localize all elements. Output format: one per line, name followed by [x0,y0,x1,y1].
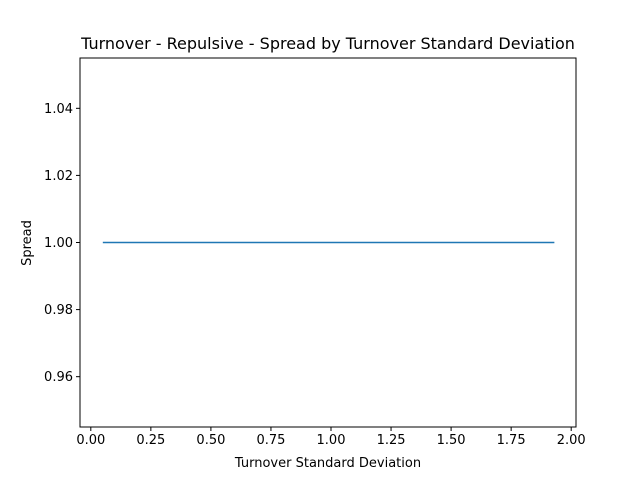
x-tick-label: 2.00 [557,433,586,448]
y-tick-label: 0.96 [44,370,73,385]
y-axis-label: Spread [20,220,35,266]
y-tick-label: 1.04 [44,102,73,117]
x-tick-label: 0.25 [136,433,165,448]
x-tick-label: 0.50 [196,433,225,448]
x-tick-label: 1.00 [317,433,346,448]
x-axis-label: Turnover Standard Deviation [234,456,421,471]
x-tick-label: 1.50 [437,433,466,448]
y-tick-label: 0.98 [44,303,73,318]
y-tick-label: 1.00 [44,236,73,251]
x-tick-label: 1.25 [377,433,406,448]
plot-frame [79,57,577,428]
x-tick-label: 0.75 [256,433,285,448]
y-tick-label: 1.02 [44,169,73,184]
x-tick-label: 0.00 [76,433,105,448]
chart-title: Turnover - Repulsive - Spread by Turnove… [80,34,575,53]
x-tick-label: 1.75 [497,433,526,448]
